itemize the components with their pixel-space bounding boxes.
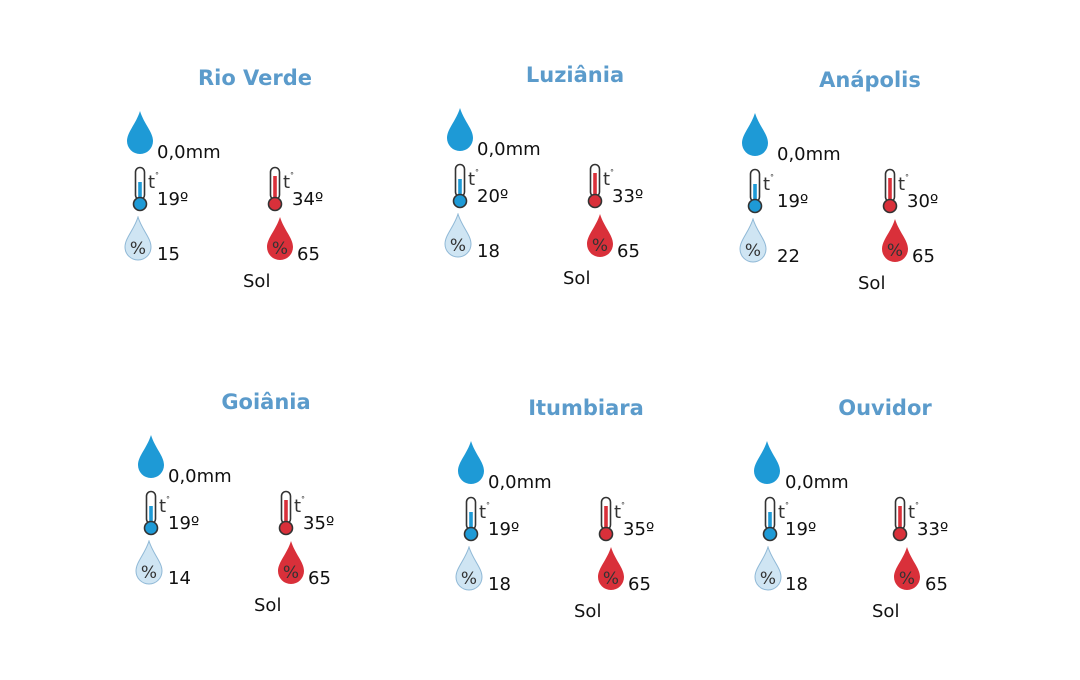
min-temp-value: 19º <box>157 189 189 210</box>
min-humidity-value: 15 <box>157 244 180 265</box>
humidity-low-icon <box>443 213 473 259</box>
humidity-low-icon <box>738 218 768 264</box>
city-card-ouvidor: Ouvidor 0,0mm 19º 33º 18 65 Sol <box>735 396 1035 636</box>
city-name: Luziânia <box>525 63 625 87</box>
max-humidity-value: 65 <box>308 568 331 589</box>
humidity-low-icon <box>134 540 164 586</box>
raindrop-icon <box>445 107 475 153</box>
city-name: Rio Verde <box>197 66 313 90</box>
humidity-high-icon <box>880 218 910 264</box>
rain-value: 0,0mm <box>488 472 552 493</box>
humidity-low-icon <box>123 216 153 262</box>
humidity-high-icon <box>585 213 615 259</box>
min-temp-value: 20º <box>477 186 509 207</box>
city-card-goiania: Goiânia 0,0mm 19º 35º 14 65 Sol <box>116 390 416 630</box>
min-temp-value: 19º <box>488 519 520 540</box>
min-temp-value: 19º <box>777 191 809 212</box>
condition-label: Sol <box>872 601 900 622</box>
humidity-high-icon <box>265 216 295 262</box>
max-humidity-value: 65 <box>297 244 320 265</box>
raindrop-icon <box>136 434 166 480</box>
humidity-high-icon <box>276 540 306 586</box>
humidity-low-icon <box>753 546 783 592</box>
city-name: Ouvidor <box>838 396 932 420</box>
max-humidity-value: 65 <box>912 246 935 267</box>
max-temp-value: 34º <box>292 189 324 210</box>
min-humidity-value: 18 <box>477 241 500 262</box>
rain-value: 0,0mm <box>785 472 849 493</box>
humidity-high-icon <box>596 546 626 592</box>
humidity-low-icon <box>454 546 484 592</box>
thermometer-cold-icon <box>745 168 777 214</box>
rain-value: 0,0mm <box>477 139 541 160</box>
min-humidity-value: 18 <box>785 574 808 595</box>
condition-label: Sol <box>858 273 886 294</box>
max-temp-value: 35º <box>623 519 655 540</box>
min-humidity-value: 18 <box>488 574 511 595</box>
city-name: Itumbiara <box>528 396 644 420</box>
raindrop-icon <box>752 440 782 486</box>
raindrop-icon <box>740 112 770 158</box>
max-humidity-value: 65 <box>925 574 948 595</box>
rain-value: 0,0mm <box>168 466 232 487</box>
city-card-luziania: Luziânia 0,0mm 20º 33º 18 65 Sol <box>425 63 725 303</box>
min-humidity-value: 22 <box>777 246 800 267</box>
city-name: Goiânia <box>221 390 311 414</box>
city-card-anapolis: Anápolis 0,0mm 19º 30º 22 65 Sol <box>720 68 1020 308</box>
min-humidity-value: 14 <box>168 568 191 589</box>
rain-value: 0,0mm <box>777 144 841 165</box>
max-temp-value: 33º <box>917 519 949 540</box>
max-humidity-value: 65 <box>628 574 651 595</box>
min-temp-value: 19º <box>168 513 200 534</box>
humidity-high-icon <box>892 546 922 592</box>
rain-value: 0,0mm <box>157 142 221 163</box>
city-card-rio-verde: Rio Verde 0,0mm 19º 34º 15 65 Sol <box>105 66 405 306</box>
condition-label: Sol <box>563 268 591 289</box>
city-name: Anápolis <box>819 68 921 92</box>
max-temp-value: 33º <box>612 186 644 207</box>
raindrop-icon <box>456 440 486 486</box>
condition-label: Sol <box>574 601 602 622</box>
condition-label: Sol <box>243 271 271 292</box>
max-temp-value: 35º <box>303 513 335 534</box>
condition-label: Sol <box>254 595 282 616</box>
max-temp-value: 30º <box>907 191 939 212</box>
raindrop-icon <box>125 110 155 156</box>
city-card-itumbiara: Itumbiara 0,0mm 19º 35º 18 65 Sol <box>436 396 736 636</box>
max-humidity-value: 65 <box>617 241 640 262</box>
min-temp-value: 19º <box>785 519 817 540</box>
